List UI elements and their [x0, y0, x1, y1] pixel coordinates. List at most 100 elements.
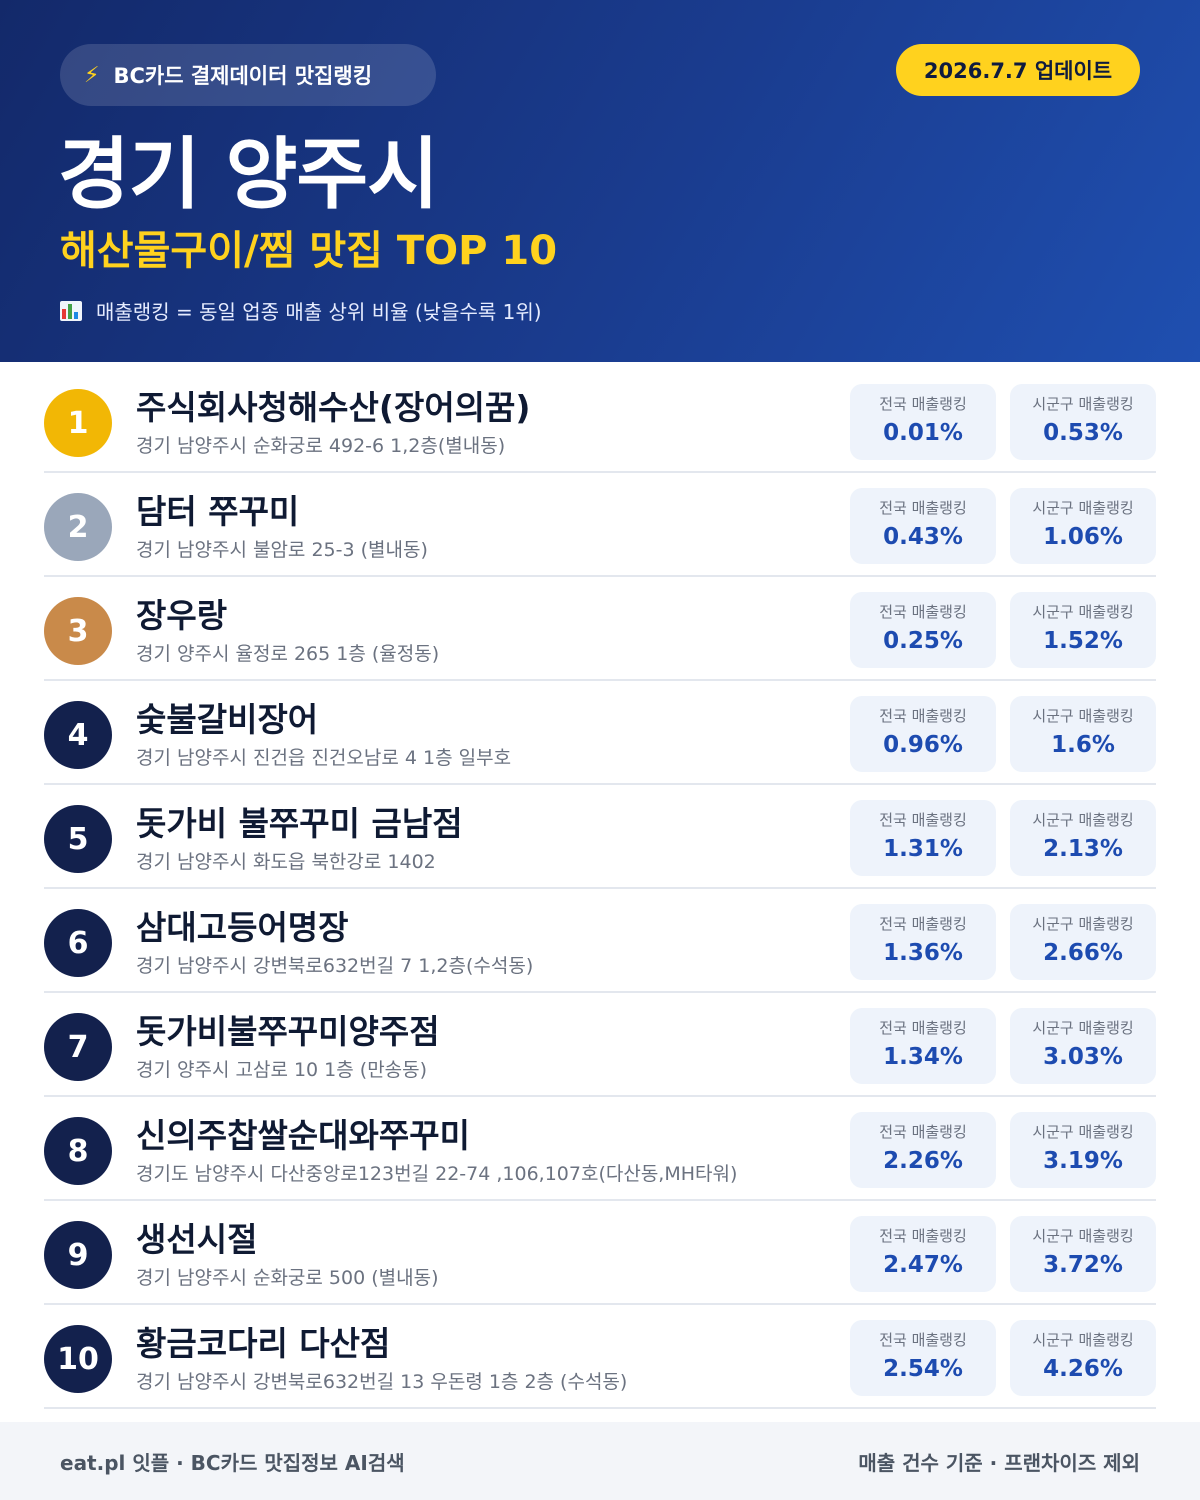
rank-badge: 9 — [44, 1221, 112, 1289]
local-ranking-label: 시군구 매출랭킹 — [1032, 395, 1134, 413]
national-ranking-label: 전국 매출랭킹 — [879, 915, 967, 933]
header-banner: ⚡ BC카드 결제데이터 맛집랭킹 2026.7.7 업데이트 경기 양주시 해… — [0, 0, 1200, 362]
brand-pill: ⚡ BC카드 결제데이터 맛집랭킹 — [60, 44, 436, 106]
local-ranking-box: 시군구 매출랭킹 1.06% — [1010, 488, 1156, 564]
restaurant-list: 1 주식회사청해수산(장어의꿈) 경기 남양주시 순화궁로 492-6 1,2층… — [44, 369, 1156, 1409]
national-ranking-label: 전국 매출랭킹 — [879, 603, 967, 621]
local-ranking-box: 시군구 매출랭킹 2.13% — [1010, 800, 1156, 876]
restaurant-address: 경기 남양주시 순화궁로 500 (별내동) — [136, 1267, 439, 1289]
national-ranking-value: 1.34% — [883, 1044, 963, 1070]
rank-badge: 7 — [44, 1013, 112, 1081]
local-ranking-value: 1.6% — [1051, 732, 1115, 758]
rank-badge: 1 — [44, 389, 112, 457]
restaurant-row[interactable]: 1 주식회사청해수산(장어의꿈) 경기 남양주시 순화궁로 492-6 1,2층… — [44, 369, 1156, 473]
restaurant-name[interactable]: 황금코다리 다산점 — [136, 1324, 391, 1363]
rank-badge: 10 — [44, 1325, 112, 1393]
update-badge: 2026.7.7 업데이트 — [896, 44, 1140, 96]
national-ranking-box: 전국 매출랭킹 2.54% — [850, 1320, 996, 1396]
restaurant-name[interactable]: 돗가비 불쭈꾸미 금남점 — [136, 804, 463, 843]
footer-criteria: 매출 건수 기준 · 프랜차이즈 제외 — [858, 1450, 1140, 1475]
restaurant-name[interactable]: 숯불갈비장어 — [136, 700, 319, 739]
local-ranking-box: 시군구 매출랭킹 3.72% — [1010, 1216, 1156, 1292]
national-ranking-value: 2.54% — [883, 1356, 963, 1382]
national-ranking-box: 전국 매출랭킹 0.43% — [850, 488, 996, 564]
restaurant-name[interactable]: 장우랑 — [136, 596, 228, 635]
page-title: 경기 양주시 — [58, 130, 439, 220]
national-ranking-value: 0.25% — [883, 628, 963, 654]
page-subtitle: 해산물구이/찜 맛집 TOP 10 — [60, 228, 558, 274]
local-ranking-box: 시군구 매출랭킹 0.53% — [1010, 384, 1156, 460]
local-ranking-label: 시군구 매출랭킹 — [1032, 915, 1134, 933]
national-ranking-value: 1.36% — [883, 940, 963, 966]
restaurant-row[interactable]: 10 황금코다리 다산점 경기 남양주시 강변북로632번길 13 우돈령 1층… — [44, 1305, 1156, 1409]
local-ranking-value: 3.19% — [1043, 1148, 1123, 1174]
local-ranking-label: 시군구 매출랭킹 — [1032, 1123, 1134, 1141]
national-ranking-box: 전국 매출랭킹 1.34% — [850, 1008, 996, 1084]
restaurant-address: 경기 남양주시 강변북로632번길 13 우돈령 1층 2층 (수석동) — [136, 1371, 628, 1393]
national-ranking-label: 전국 매출랭킹 — [879, 395, 967, 413]
local-ranking-value: 4.26% — [1043, 1356, 1123, 1382]
restaurant-row[interactable]: 9 생선시절 경기 남양주시 순화궁로 500 (별내동) 전국 매출랭킹 2.… — [44, 1201, 1156, 1305]
national-ranking-value: 2.26% — [883, 1148, 963, 1174]
local-ranking-box: 시군구 매출랭킹 3.19% — [1010, 1112, 1156, 1188]
local-ranking-label: 시군구 매출랭킹 — [1032, 707, 1134, 725]
restaurant-row[interactable]: 6 삼대고등어명장 경기 남양주시 강변북로632번길 7 1,2층(수석동) … — [44, 889, 1156, 993]
lightning-bolt-icon: ⚡ — [84, 62, 100, 88]
restaurant-name[interactable]: 삼대고등어명장 — [136, 908, 349, 947]
footer-source: eat.pl 잇플 · BC카드 맛집정보 AI검색 — [60, 1450, 405, 1475]
national-ranking-box: 전국 매출랭킹 2.26% — [850, 1112, 996, 1188]
rank-badge: 3 — [44, 597, 112, 665]
national-ranking-box: 전국 매출랭킹 1.31% — [850, 800, 996, 876]
restaurant-address: 경기 양주시 고삼로 10 1층 (만송동) — [136, 1059, 428, 1081]
local-ranking-value: 3.72% — [1043, 1252, 1123, 1278]
restaurant-name[interactable]: 담터 쭈꾸미 — [136, 492, 300, 531]
local-ranking-label: 시군구 매출랭킹 — [1032, 811, 1134, 829]
local-ranking-box: 시군구 매출랭킹 1.6% — [1010, 696, 1156, 772]
local-ranking-value: 1.52% — [1043, 628, 1123, 654]
restaurant-address: 경기 남양주시 진건읍 진건오남로 4 1층 일부호 — [136, 747, 512, 769]
restaurant-address: 경기 남양주시 강변북로632번길 7 1,2층(수석동) — [136, 955, 534, 977]
restaurant-name[interactable]: 신의주찹쌀순대와쭈꾸미 — [136, 1116, 470, 1155]
national-ranking-label: 전국 매출랭킹 — [879, 499, 967, 517]
restaurant-row[interactable]: 4 숯불갈비장어 경기 남양주시 진건읍 진건오남로 4 1층 일부호 전국 매… — [44, 681, 1156, 785]
national-ranking-box: 전국 매출랭킹 0.96% — [850, 696, 996, 772]
national-ranking-value: 0.01% — [883, 420, 963, 446]
restaurant-address: 경기 남양주시 불암로 25-3 (별내동) — [136, 539, 428, 561]
restaurant-row[interactable]: 3 장우랑 경기 양주시 율정로 265 1층 (율정동) 전국 매출랭킹 0.… — [44, 577, 1156, 681]
local-ranking-value: 1.06% — [1043, 524, 1123, 550]
national-ranking-value: 2.47% — [883, 1252, 963, 1278]
local-ranking-label: 시군구 매출랭킹 — [1032, 603, 1134, 621]
national-ranking-label: 전국 매출랭킹 — [879, 707, 967, 725]
local-ranking-label: 시군구 매출랭킹 — [1032, 1227, 1134, 1245]
bar-chart-icon — [60, 300, 82, 321]
restaurant-row[interactable]: 8 신의주찹쌀순대와쭈꾸미 경기도 남양주시 다산중앙로123번길 22-74 … — [44, 1097, 1156, 1201]
restaurant-name[interactable]: 생선시절 — [136, 1220, 258, 1259]
restaurant-row[interactable]: 7 돗가비불쭈꾸미양주점 경기 양주시 고삼로 10 1층 (만송동) 전국 매… — [44, 993, 1156, 1097]
restaurant-row[interactable]: 5 돗가비 불쭈꾸미 금남점 경기 남양주시 화도읍 북한강로 1402 전국 … — [44, 785, 1156, 889]
restaurant-name[interactable]: 돗가비불쭈꾸미양주점 — [136, 1012, 440, 1051]
local-ranking-box: 시군구 매출랭킹 2.66% — [1010, 904, 1156, 980]
restaurant-address: 경기 남양주시 화도읍 북한강로 1402 — [136, 851, 436, 873]
rank-badge: 8 — [44, 1117, 112, 1185]
local-ranking-value: 0.53% — [1043, 420, 1123, 446]
local-ranking-label: 시군구 매출랭킹 — [1032, 1019, 1134, 1037]
ranking-note-text: 매출랭킹 = 동일 업종 매출 상위 비율 (낮을수록 1위) — [96, 300, 542, 324]
national-ranking-value: 1.31% — [883, 836, 963, 862]
national-ranking-box: 전국 매출랭킹 0.01% — [850, 384, 996, 460]
local-ranking-box: 시군구 매출랭킹 3.03% — [1010, 1008, 1156, 1084]
restaurant-address: 경기 남양주시 순화궁로 492-6 1,2층(별내동) — [136, 435, 506, 457]
rank-badge: 4 — [44, 701, 112, 769]
restaurant-name[interactable]: 주식회사청해수산(장어의꿈) — [136, 388, 531, 427]
local-ranking-box: 시군구 매출랭킹 1.52% — [1010, 592, 1156, 668]
ranking-note: 매출랭킹 = 동일 업종 매출 상위 비율 (낮을수록 1위) — [60, 296, 542, 325]
national-ranking-label: 전국 매출랭킹 — [879, 1019, 967, 1037]
national-ranking-box: 전국 매출랭킹 2.47% — [850, 1216, 996, 1292]
national-ranking-label: 전국 매출랭킹 — [879, 1123, 967, 1141]
brand-pill-label: BC카드 결제데이터 맛집랭킹 — [113, 64, 373, 88]
national-ranking-box: 전국 매출랭킹 0.25% — [850, 592, 996, 668]
local-ranking-value: 2.66% — [1043, 940, 1123, 966]
rank-badge: 5 — [44, 805, 112, 873]
footer: eat.pl 잇플 · BC카드 맛집정보 AI검색 매출 건수 기준 · 프랜… — [0, 1422, 1200, 1500]
restaurant-row[interactable]: 2 담터 쭈꾸미 경기 남양주시 불암로 25-3 (별내동) 전국 매출랭킹 … — [44, 473, 1156, 577]
national-ranking-value: 0.43% — [883, 524, 963, 550]
